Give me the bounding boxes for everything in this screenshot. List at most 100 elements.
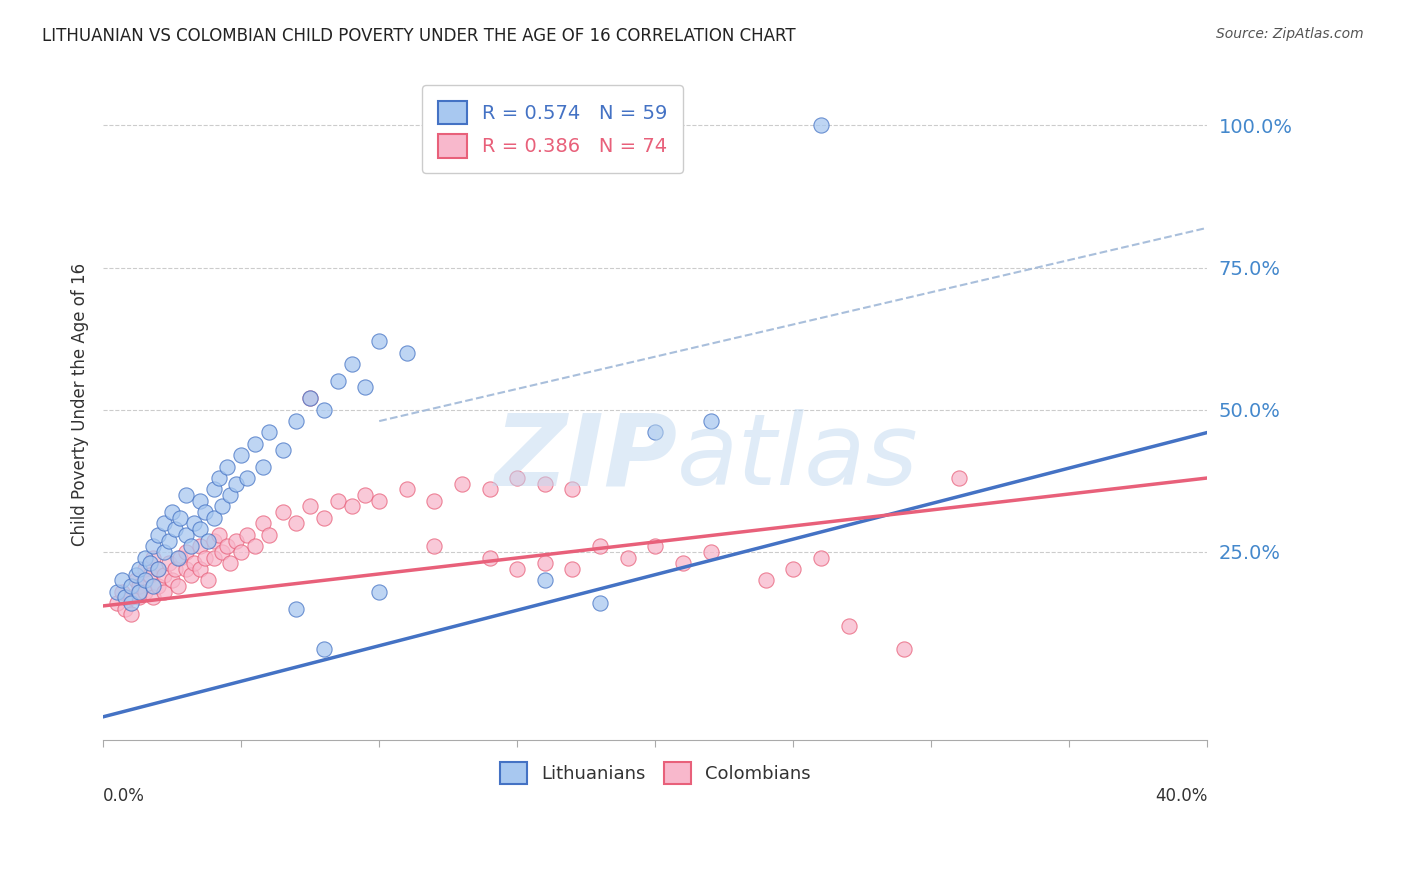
Point	[231, 448, 253, 462]
Point	[312, 641, 335, 656]
Point	[139, 567, 162, 582]
Point	[395, 483, 418, 497]
Point	[105, 596, 128, 610]
Point	[326, 493, 349, 508]
Point	[534, 556, 557, 570]
Point	[672, 556, 695, 570]
Point	[157, 556, 180, 570]
Point	[197, 533, 219, 548]
Point	[285, 516, 308, 531]
Point	[153, 584, 176, 599]
Text: atlas: atlas	[678, 409, 920, 507]
Point	[194, 505, 217, 519]
Point	[534, 476, 557, 491]
Point	[271, 505, 294, 519]
Point	[299, 392, 322, 406]
Point	[174, 545, 197, 559]
Point	[368, 584, 391, 599]
Point	[755, 574, 778, 588]
Point	[120, 607, 142, 622]
Point	[271, 442, 294, 457]
Point	[105, 584, 128, 599]
Point	[589, 596, 612, 610]
Point	[354, 488, 377, 502]
Point	[160, 574, 183, 588]
Point	[368, 493, 391, 508]
Point	[139, 556, 162, 570]
Point	[111, 574, 134, 588]
Point	[142, 591, 165, 605]
Point	[478, 483, 501, 497]
Point	[157, 533, 180, 548]
Point	[257, 425, 280, 440]
Point	[589, 539, 612, 553]
Point	[217, 539, 239, 553]
Point	[114, 601, 136, 615]
Point	[183, 556, 205, 570]
Point	[134, 584, 156, 599]
Point	[217, 459, 239, 474]
Point	[948, 471, 970, 485]
Point	[699, 545, 721, 559]
Point	[225, 533, 247, 548]
Point	[134, 562, 156, 576]
Point	[326, 374, 349, 388]
Point	[188, 562, 211, 576]
Point	[312, 510, 335, 524]
Point	[211, 545, 233, 559]
Point	[644, 425, 666, 440]
Point	[534, 574, 557, 588]
Point	[340, 357, 363, 371]
Point	[506, 471, 529, 485]
Point	[340, 500, 363, 514]
Point	[169, 550, 191, 565]
Point	[142, 579, 165, 593]
Point	[183, 516, 205, 531]
Point	[174, 528, 197, 542]
Point	[163, 562, 186, 576]
Point	[219, 556, 242, 570]
Point	[451, 476, 474, 491]
Point	[194, 550, 217, 565]
Point	[125, 567, 148, 582]
Point	[243, 437, 266, 451]
Point	[285, 601, 308, 615]
Point	[208, 528, 231, 542]
Point	[423, 539, 446, 553]
Point	[114, 591, 136, 605]
Point	[188, 539, 211, 553]
Point	[782, 562, 804, 576]
Text: LITHUANIAN VS COLOMBIAN CHILD POVERTY UNDER THE AGE OF 16 CORRELATION CHART: LITHUANIAN VS COLOMBIAN CHILD POVERTY UN…	[42, 27, 796, 45]
Point	[153, 567, 176, 582]
Point	[142, 550, 165, 565]
Point	[285, 414, 308, 428]
Point	[163, 522, 186, 536]
Point	[243, 539, 266, 553]
Point	[134, 574, 156, 588]
Point	[561, 483, 583, 497]
Point	[395, 346, 418, 360]
Point	[148, 579, 170, 593]
Point	[368, 334, 391, 349]
Point	[148, 562, 170, 576]
Point	[478, 550, 501, 565]
Point	[299, 392, 322, 406]
Point	[225, 476, 247, 491]
Point	[188, 522, 211, 536]
Point	[257, 528, 280, 542]
Point	[423, 493, 446, 508]
Point	[506, 562, 529, 576]
Point	[299, 500, 322, 514]
Point	[211, 500, 233, 514]
Point	[174, 488, 197, 502]
Point	[208, 471, 231, 485]
Point	[810, 550, 832, 565]
Point	[174, 562, 197, 576]
Point	[202, 533, 225, 548]
Point	[312, 402, 335, 417]
Point	[699, 414, 721, 428]
Point	[111, 584, 134, 599]
Point	[197, 574, 219, 588]
Point	[202, 483, 225, 497]
Point	[561, 562, 583, 576]
